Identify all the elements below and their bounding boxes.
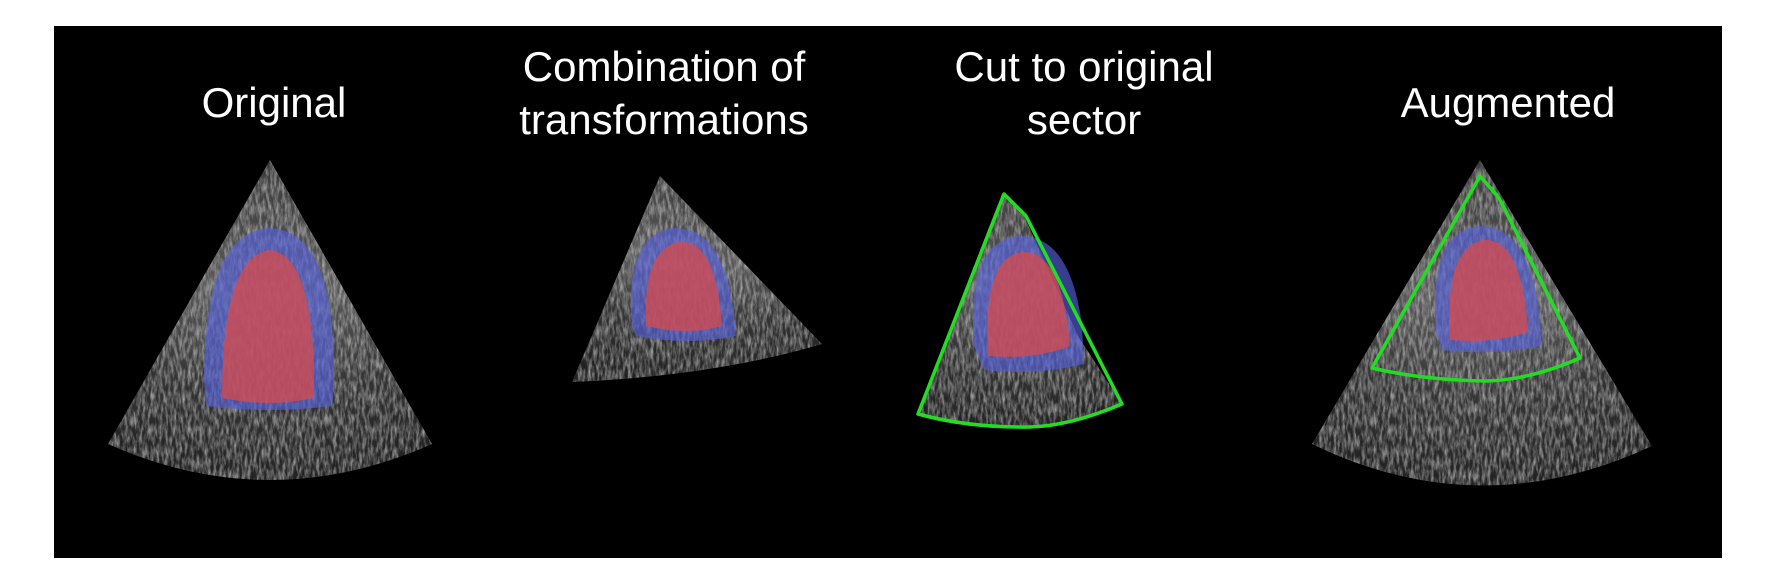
panel-cut-sector: Cut to original sector [874,26,1294,558]
echo-image-transformed [572,176,822,382]
cavity-overlay [1449,239,1528,341]
panel-transformations: Combination of transformations [454,26,874,558]
panel-title: Original [201,79,347,126]
cavity-overlay [222,250,315,403]
panel-augmented: Augmented [1294,26,1722,558]
panel-original: Original [54,26,494,558]
echo-image-cut [916,192,1124,429]
cavity-overlay [645,241,722,331]
cavity-overlay [987,251,1070,357]
sector-outline [1370,174,1582,383]
figure-frame: Original Combination of transformations … [54,26,1722,558]
panel-title: Combination of transformations [519,43,809,143]
panel-title: Augmented [1400,79,1616,126]
echo-image-augmented [1312,160,1652,486]
echo-image-original [108,160,432,480]
panel-title: Cut to original sector [954,43,1214,143]
sector-outline [916,192,1124,429]
